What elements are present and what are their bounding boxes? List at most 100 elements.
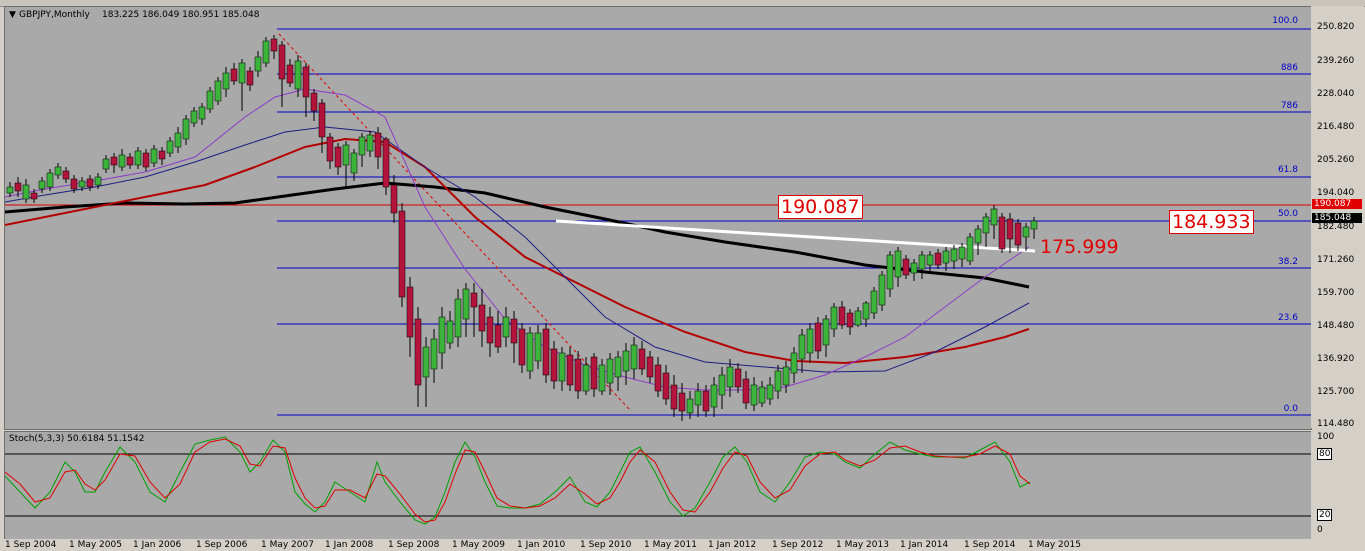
candle bbox=[582, 357, 590, 395]
candle-body bbox=[494, 324, 502, 348]
candle bbox=[998, 213, 1006, 253]
candle-body bbox=[1022, 226, 1030, 238]
candle-body bbox=[686, 398, 694, 414]
candle-body bbox=[814, 322, 822, 352]
candle-body bbox=[262, 40, 270, 64]
candle-body bbox=[886, 254, 894, 290]
candle bbox=[934, 249, 942, 269]
candle bbox=[302, 63, 310, 117]
candle-body bbox=[70, 178, 78, 190]
candle-body bbox=[918, 254, 926, 270]
candle-body bbox=[798, 334, 806, 360]
candle-body bbox=[710, 384, 718, 408]
candle-body bbox=[62, 170, 70, 180]
price-chart-panel[interactable]: ▼ GBPJPY,Monthly 183.225 186.049 180.951… bbox=[4, 6, 1312, 430]
candle-body bbox=[998, 216, 1006, 250]
candle bbox=[14, 177, 22, 197]
candle-body bbox=[230, 68, 238, 82]
candle bbox=[294, 55, 302, 97]
candle bbox=[126, 153, 134, 169]
candle-body bbox=[318, 102, 326, 138]
candle bbox=[446, 311, 454, 349]
candle-body bbox=[790, 352, 798, 374]
candle bbox=[726, 359, 734, 397]
stochastic-canvas[interactable] bbox=[5, 432, 1311, 540]
candle bbox=[414, 307, 422, 407]
candle bbox=[94, 173, 102, 189]
candle-body bbox=[246, 70, 254, 86]
time-tick: 1 Sep 2014 bbox=[964, 540, 1016, 550]
candle bbox=[334, 143, 342, 175]
candle bbox=[790, 347, 798, 383]
price-tick: 250.820 bbox=[1317, 22, 1355, 32]
candle-body bbox=[654, 364, 662, 392]
candle bbox=[918, 251, 926, 279]
candle bbox=[494, 311, 502, 353]
candle bbox=[38, 177, 46, 193]
candle-body bbox=[414, 318, 422, 386]
candle bbox=[62, 167, 70, 183]
chart-menu-icon[interactable]: ▼ bbox=[9, 10, 16, 20]
candle-body bbox=[430, 338, 438, 370]
candle-body bbox=[374, 132, 382, 158]
candle bbox=[606, 353, 614, 395]
candle-body bbox=[542, 328, 550, 376]
price-tick: 228.040 bbox=[1317, 89, 1355, 99]
price-chart-canvas[interactable] bbox=[5, 7, 1311, 429]
candle bbox=[654, 357, 662, 397]
price-tick: 136.920 bbox=[1317, 354, 1355, 364]
candle bbox=[742, 371, 750, 409]
stochastic-panel[interactable]: Stoch(5,3,3) 50.6184 51.1542 bbox=[4, 431, 1312, 541]
candle bbox=[574, 351, 582, 399]
candle bbox=[30, 189, 38, 203]
candle bbox=[430, 329, 438, 383]
candle bbox=[150, 145, 158, 167]
candle-body bbox=[150, 148, 158, 164]
candle bbox=[830, 303, 838, 337]
candle bbox=[862, 301, 870, 327]
candle bbox=[54, 163, 62, 179]
stochastic-label: Stoch(5,3,3) 50.6184 51.1542 bbox=[9, 434, 145, 444]
candle-body bbox=[278, 44, 286, 80]
candle bbox=[558, 347, 566, 391]
time-tick: 1 May 2011 bbox=[644, 540, 697, 550]
candle bbox=[182, 115, 190, 145]
candle-body bbox=[510, 318, 518, 344]
candle-body bbox=[782, 366, 790, 386]
price-tick: 239.260 bbox=[1317, 56, 1355, 66]
time-tick: 1 Sep 2010 bbox=[580, 540, 632, 550]
price-tick: 114.480 bbox=[1317, 419, 1355, 429]
candle bbox=[750, 377, 758, 411]
candle-body bbox=[366, 134, 374, 152]
candle bbox=[1014, 219, 1022, 251]
candle bbox=[638, 341, 646, 375]
candle bbox=[206, 87, 214, 113]
candle bbox=[646, 351, 654, 383]
candle bbox=[46, 169, 54, 191]
candle-body bbox=[622, 350, 630, 372]
candle bbox=[838, 301, 846, 329]
candle bbox=[662, 365, 670, 405]
candle-body bbox=[678, 392, 686, 412]
candle-body bbox=[894, 250, 902, 278]
candle-body bbox=[526, 332, 534, 372]
candle-body bbox=[558, 352, 566, 382]
ma-navy bbox=[5, 126, 1030, 373]
candle bbox=[670, 375, 678, 417]
fib-level-500: 50.0 bbox=[1277, 209, 1298, 219]
candle bbox=[942, 247, 950, 271]
stoch-tick: 80 bbox=[1317, 448, 1333, 460]
candle bbox=[694, 383, 702, 417]
support-annotation: 175.999 bbox=[1040, 236, 1119, 258]
candle bbox=[454, 289, 462, 347]
candle-body bbox=[614, 356, 622, 378]
candle-body bbox=[598, 364, 606, 392]
candle bbox=[758, 381, 766, 407]
candle-body bbox=[270, 38, 278, 52]
candle-body bbox=[326, 136, 334, 162]
stoch-tick: 0 bbox=[1317, 525, 1323, 535]
candle bbox=[902, 255, 910, 279]
fib-level-886: 886 bbox=[1280, 63, 1298, 73]
candle bbox=[846, 309, 854, 335]
candle bbox=[270, 35, 278, 59]
